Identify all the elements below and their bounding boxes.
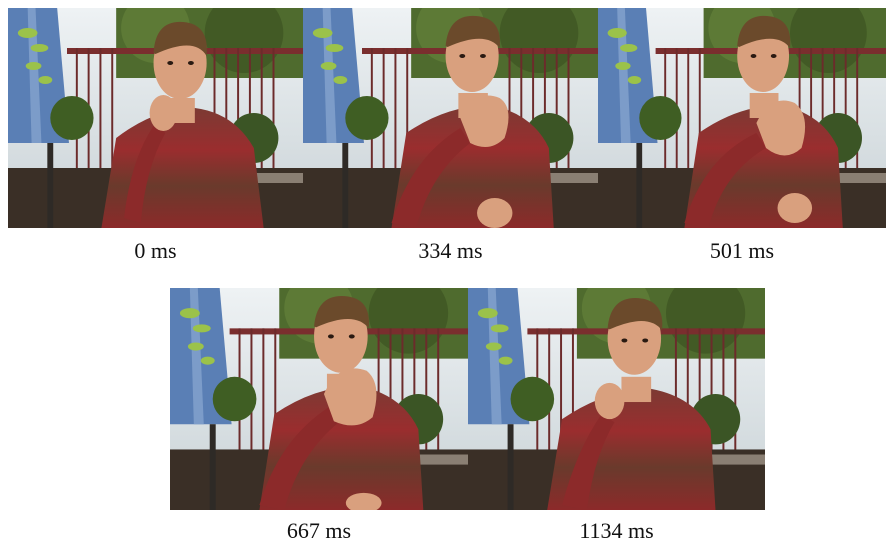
frame-caption-4: 667 ms — [286, 518, 352, 543]
video-frame-2 — [303, 8, 598, 228]
frame-caption-5: 1134 ms — [579, 518, 654, 543]
video-frame-5 — [468, 288, 765, 510]
frame-caption-2: 334 ms — [418, 238, 483, 263]
video-frame-3 — [598, 8, 886, 228]
frame-image — [170, 288, 468, 510]
video-frame-4 — [170, 288, 468, 510]
frame-caption-1: 0 ms — [134, 238, 177, 263]
frame-image — [598, 8, 886, 228]
frame-image — [468, 288, 765, 510]
frame-image — [303, 8, 598, 228]
video-frame-1 — [8, 8, 303, 228]
frame-caption-3: 501 ms — [709, 238, 775, 263]
frame-image — [8, 8, 303, 228]
